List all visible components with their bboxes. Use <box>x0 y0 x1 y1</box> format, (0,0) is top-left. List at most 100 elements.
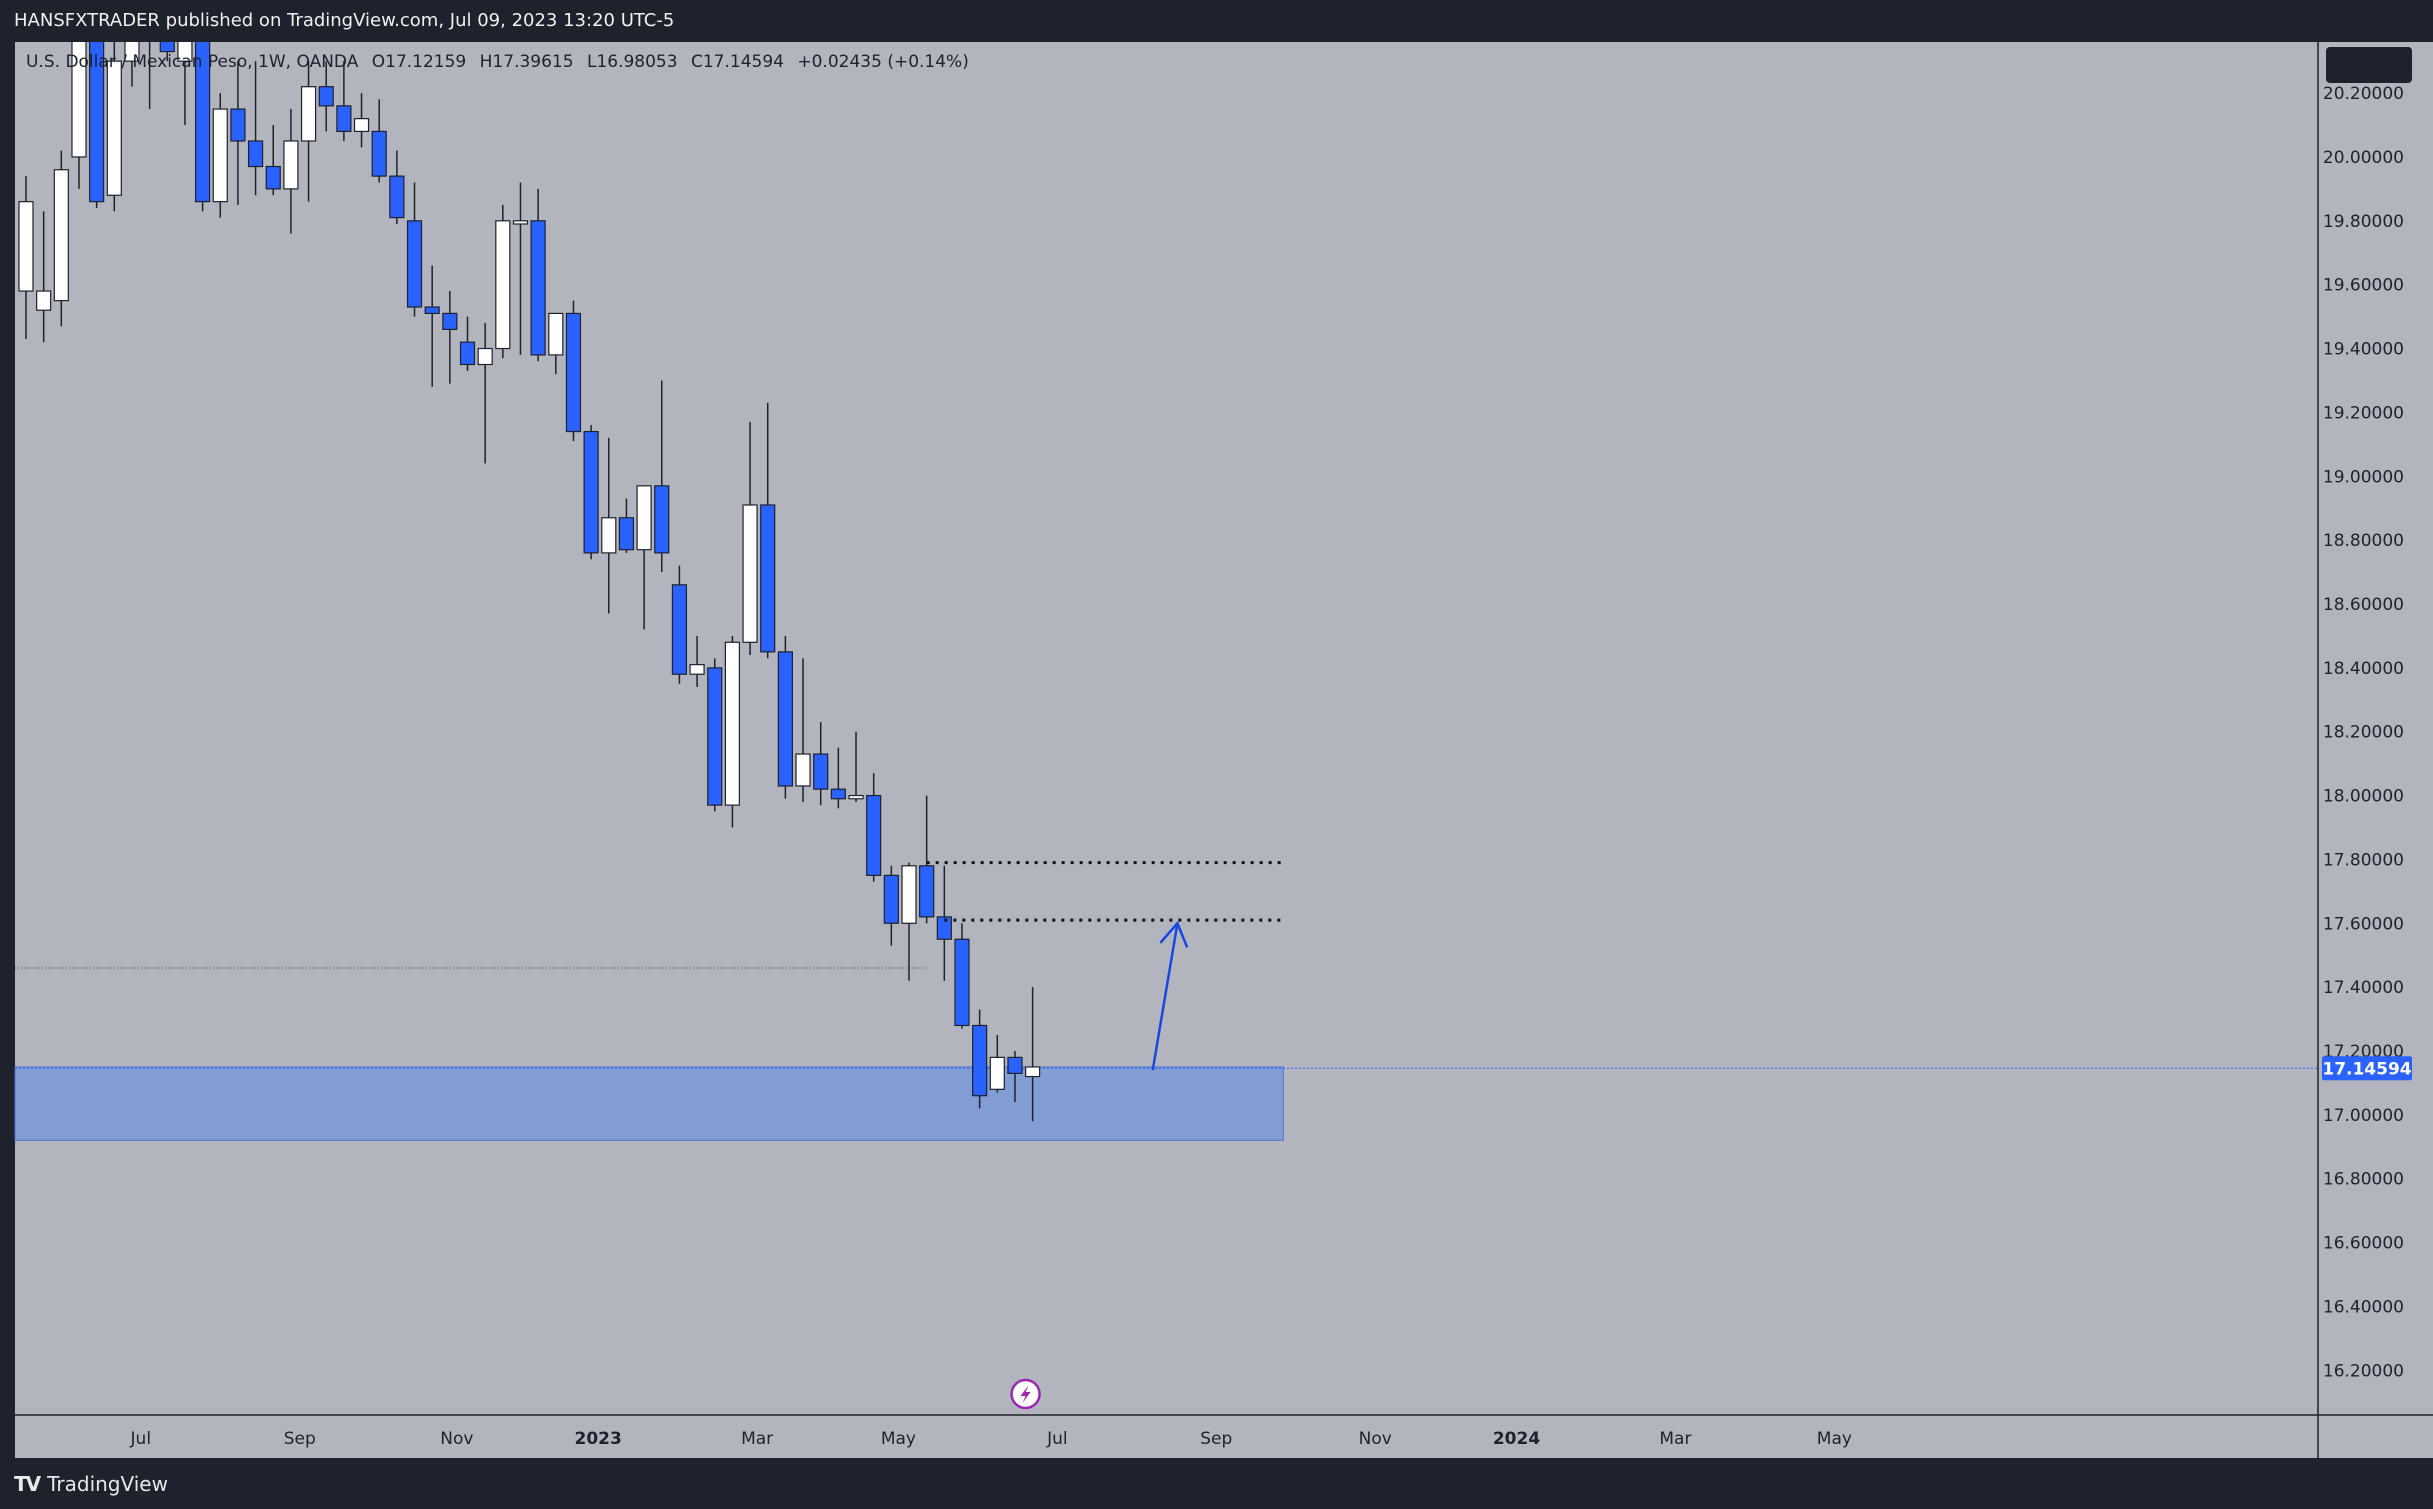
price-tick-label: 17.60000 <box>2323 914 2404 934</box>
candle <box>1025 987 1041 1122</box>
candle <box>148 42 151 110</box>
price-tick-label: 17.40000 <box>2323 978 2404 998</box>
candle-body <box>972 1024 988 1097</box>
candle <box>389 150 405 225</box>
tradingview-logo[interactable]: TV TradingView <box>14 1472 168 1496</box>
price-scale-corner[interactable] <box>2326 47 2412 83</box>
candle <box>318 61 334 132</box>
candle <box>459 316 476 371</box>
price-tick-label: 20.20000 <box>2323 84 2404 104</box>
candle-body <box>283 140 299 190</box>
legend-symbol: U.S. Dollar / Mexican Peso, 1W, OANDA <box>26 52 359 72</box>
candle <box>954 923 970 1029</box>
candle-body <box>830 788 846 800</box>
candle <box>300 61 317 202</box>
publisher-line: HANSFXTRADER published on TradingView.co… <box>14 10 675 31</box>
candle <box>495 204 511 359</box>
candle <box>601 437 617 614</box>
candle <box>636 485 652 630</box>
candle-body <box>689 664 705 675</box>
candle-body <box>883 874 899 924</box>
candle-body <box>442 312 458 330</box>
candle-body <box>71 42 87 158</box>
candle-body <box>795 753 811 787</box>
candle-body <box>406 220 423 308</box>
candle-body <box>247 140 264 168</box>
price-tick-label: 19.20000 <box>2323 403 2404 423</box>
candle <box>813 722 829 806</box>
candle-body <box>300 86 317 142</box>
candles-group <box>18 42 1041 1122</box>
candle <box>760 402 776 659</box>
candle-body <box>265 165 281 190</box>
candle-body <box>512 220 529 225</box>
legend-close: C17.14594 <box>690 52 784 72</box>
candle <box>777 635 793 799</box>
candle-body <box>353 118 370 133</box>
candle-body <box>530 220 546 356</box>
lightning-bolt-icon <box>1020 1385 1031 1403</box>
candle <box>336 61 352 141</box>
price-tick-label: 18.40000 <box>2323 659 2404 679</box>
time-tick-label: 2023 <box>575 1429 622 1449</box>
candle-body <box>548 312 564 356</box>
candle-body <box>371 130 387 177</box>
candle <box>530 188 546 362</box>
current-price-label: 17.14594 <box>2322 1059 2411 1079</box>
candle <box>883 865 899 946</box>
candle <box>371 99 387 183</box>
chart-svg[interactable]: 20.20000 20.00000 19.80000 19.60000 19.40000… <box>0 42 2433 1458</box>
candle <box>795 658 811 802</box>
candle <box>724 635 741 828</box>
candle-body <box>954 938 970 1027</box>
time-tick-label: Jul <box>130 1429 152 1449</box>
candle <box>866 773 882 882</box>
candle-body <box>1025 1066 1041 1078</box>
candle <box>353 93 370 148</box>
candle-body <box>760 504 776 653</box>
candle <box>265 125 281 196</box>
candle-body <box>777 651 793 787</box>
candle <box>654 380 670 573</box>
candle <box>424 265 440 387</box>
price-tick-label: 17.80000 <box>2323 850 2404 870</box>
candle-body <box>212 108 228 203</box>
candle <box>512 182 529 355</box>
candle <box>901 862 917 981</box>
candle <box>830 747 846 809</box>
price-tick-label: 16.80000 <box>2323 1170 2404 1190</box>
candle-body <box>389 175 405 219</box>
candle <box>442 291 458 384</box>
candle <box>159 42 175 62</box>
legend-low: L16.98053 <box>586 52 678 72</box>
candle <box>742 421 758 656</box>
candle-body <box>106 60 122 196</box>
time-tick-label: Sep <box>284 1429 316 1449</box>
footer-brand: TradingView <box>47 1472 168 1496</box>
time-tick-label: May <box>1817 1429 1852 1449</box>
price-tick-label: 18.00000 <box>2323 787 2404 807</box>
candle <box>283 109 299 234</box>
price-tick-label: 18.80000 <box>2323 531 2404 551</box>
candle-body <box>230 108 246 142</box>
candle <box>548 312 564 375</box>
candle-body <box>724 641 741 806</box>
candle-body <box>336 105 352 133</box>
legend-change: +0.02435 (+0.14%) <box>797 52 969 72</box>
candle-body <box>848 794 864 800</box>
top-bar: HANSFXTRADER published on TradingView.co… <box>0 0 2433 42</box>
time-tick-label: Sep <box>1200 1429 1232 1449</box>
candle <box>71 42 87 189</box>
candle-body <box>159 42 175 53</box>
time-tick-label: May <box>881 1429 916 1449</box>
candle <box>671 565 688 684</box>
candle-body <box>53 169 69 302</box>
price-tick-label: 18.20000 <box>2323 723 2404 743</box>
candle <box>936 865 952 981</box>
candle-body <box>919 865 935 918</box>
candle <box>230 61 246 205</box>
candle-body <box>989 1056 1005 1090</box>
candle-body <box>318 86 334 107</box>
candle-body <box>671 584 688 675</box>
candle-body <box>424 306 440 315</box>
